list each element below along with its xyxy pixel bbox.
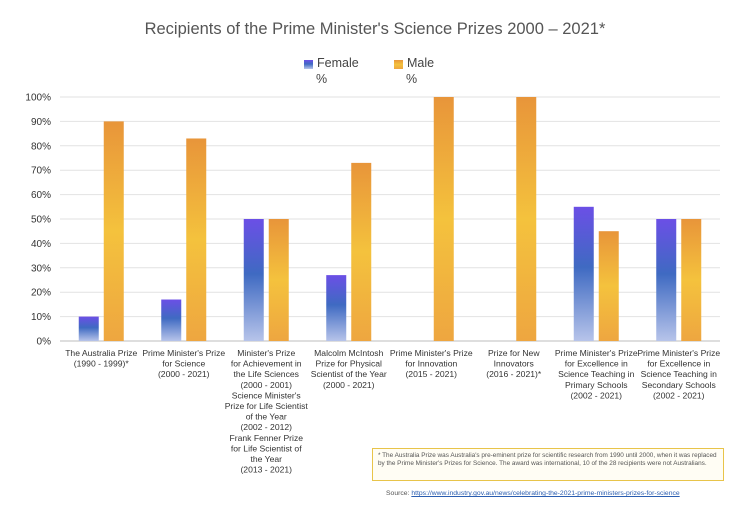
legend: Female % Male%: [304, 56, 434, 86]
source-label: Source:: [386, 490, 410, 497]
gridlines: [60, 96, 720, 342]
female-legend-swatch: [304, 60, 313, 69]
male-bar: [186, 138, 207, 341]
female-bar: [243, 219, 264, 341]
y-tick-label: 20%: [31, 288, 51, 299]
male-legend-label: Male%: [406, 56, 434, 86]
y-tick-label: 40%: [31, 239, 51, 250]
y-tick-label: 10%: [31, 312, 51, 323]
male-legend-swatch: [394, 60, 403, 69]
category-label: Prime Minister's Prize for Innovation (201…: [390, 348, 473, 379]
footnote-box: * The Australia Prize was Australia's pr…: [372, 448, 724, 481]
footnote-text: * The Australia Prize was Australia's pr…: [378, 452, 717, 468]
male-bar: [103, 121, 124, 342]
male-bar: [516, 97, 537, 341]
y-tick-label: 30%: [31, 263, 51, 274]
male-bar: [681, 219, 702, 341]
female-legend-label: Female%: [316, 56, 359, 86]
female-bar: [573, 206, 594, 341]
male-bar: [433, 97, 454, 341]
male-bar: [598, 231, 619, 341]
y-tick-label: 90%: [31, 117, 51, 128]
category-label: Prime Minister's Prize for Excellence in S…: [637, 348, 720, 400]
category-label: The Australia Prize (1990 - 1999)*: [65, 348, 137, 369]
category-labels: The Australia Prize (1990 - 1999)*Prime M…: [65, 348, 720, 475]
chart-title: Recipients of the Prime Minister's Scien…: [145, 20, 606, 38]
y-tick-label: 0%: [37, 337, 52, 348]
female-bar: [78, 316, 99, 341]
y-tick-label: 80%: [31, 141, 51, 152]
category-label: Malcolm McIntosh Prize for Physical Scient…: [311, 348, 387, 390]
source-line: Source: https://www.industry.gov.au/news…: [386, 490, 726, 497]
y-tick-label: 100%: [25, 93, 51, 104]
y-axis-ticks: 0% 10% 20% 30% 40% 50% 60% 70% 80% 90% 100%: [25, 93, 51, 348]
female-bar: [161, 299, 182, 341]
female-bar: [326, 275, 347, 341]
category-label: Prime Minister's Prize for Science (2000 -…: [142, 348, 225, 379]
category-label: Prize for New Innovators (2016 - 2021)*: [486, 348, 542, 379]
y-tick-label: 70%: [31, 166, 51, 177]
bars: [78, 97, 702, 342]
y-tick-label: 50%: [31, 215, 51, 226]
male-bar: [351, 162, 372, 341]
source-link[interactable]: https://www.industry.gov.au/news/celebra…: [411, 490, 680, 497]
y-tick-label: 60%: [31, 190, 51, 201]
male-bar: [268, 219, 289, 341]
category-label: Prime Minister's Prize for Excellence in S…: [555, 348, 638, 400]
female-bar: [656, 219, 677, 341]
category-label: Minister's Prize for Achievement in the Li…: [225, 348, 309, 475]
